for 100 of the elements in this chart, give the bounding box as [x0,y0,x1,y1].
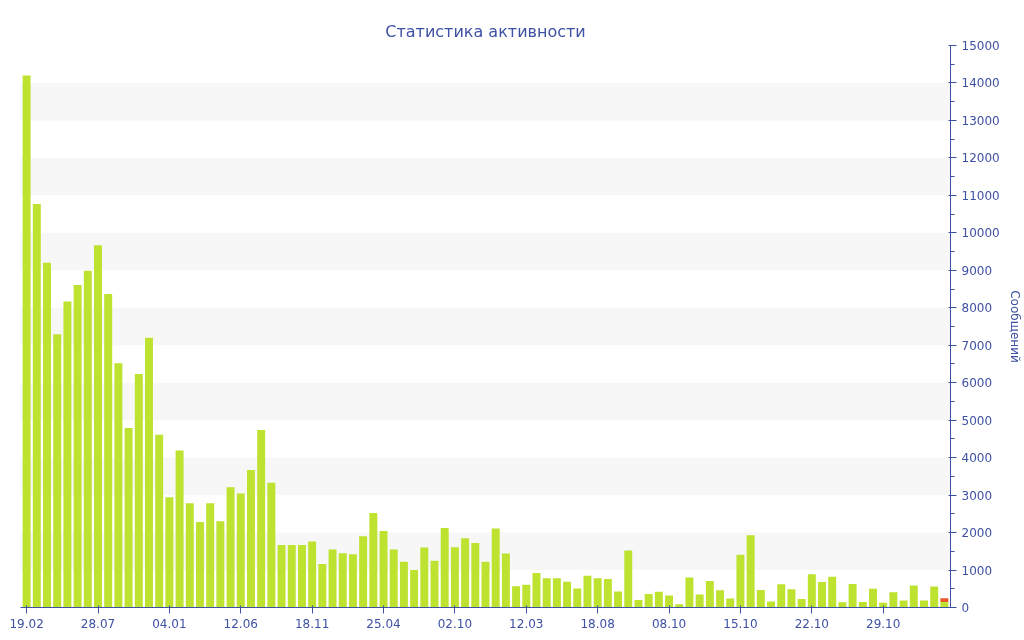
bar [552,578,561,608]
bar [165,497,174,608]
bar [114,363,123,608]
bar [634,600,643,608]
bar [501,553,510,608]
bar [389,549,398,608]
bar [226,487,235,608]
bar [797,598,806,608]
bar [777,584,786,608]
bar [624,550,633,608]
bar [277,544,286,608]
bar [736,554,745,608]
bar [889,592,898,608]
bar [512,586,521,608]
y2-tick-label: 8000 [961,301,993,316]
bar [175,450,184,608]
x-tick-label: 18.08 [580,616,615,631]
x-tick-label: 12.03 [509,616,544,631]
bar [603,579,612,608]
y2-tick-label: 7000 [961,338,993,353]
bar [542,578,551,608]
bar [522,584,531,608]
y2-tick-label: 10000 [961,226,1000,241]
bar [665,595,674,608]
bar [563,581,572,608]
x-tick-label: 29.10 [866,616,901,631]
bar [399,561,408,608]
x-tick-label: 25.04 [366,616,401,631]
x-tick-label: 04.01 [152,616,187,631]
bar [654,591,663,608]
bar [491,528,500,608]
bar [756,589,765,608]
y2-tick-label: 14000 [961,76,1000,91]
bar [216,521,225,608]
bar [583,575,592,608]
bar [573,588,582,608]
y2-tick-label: 5000 [961,413,993,428]
bar [848,583,857,608]
x-tick-label: 28.07 [80,616,116,631]
chart-title: Статистика активности [385,21,586,41]
bar [155,434,164,608]
bar [257,429,266,608]
bar [43,262,51,608]
bar [206,503,215,608]
bar [716,590,725,608]
bar [450,547,459,608]
bar [348,554,357,608]
y2-axis-title: Сообщений [1007,290,1022,363]
bar [379,531,388,608]
bar [287,544,296,608]
y2-tick-label: 3000 [961,488,993,503]
bar [134,374,143,608]
bar [410,570,419,608]
bar [787,589,796,608]
bar [63,301,72,608]
y2-tick-label: 13000 [961,113,1000,128]
bar [920,600,928,608]
bar [940,598,949,602]
bar [420,547,429,608]
y2-tick-label: 4000 [961,451,993,466]
bar [705,580,714,608]
bar [685,577,694,608]
y2-tick-label: 0 [961,601,970,615]
bar [185,503,194,608]
x-tick-label: 22.10 [794,616,829,631]
bar [359,536,368,608]
bar [83,270,92,608]
bar [614,591,623,608]
bar [236,493,245,608]
bar [930,586,939,608]
bar [73,284,82,608]
y2-tick-label: 6000 [961,376,993,391]
y2-tick-label: 15000 [961,39,1000,53]
bar [909,585,918,608]
bar [124,428,133,608]
x-tick-label: 08.10 [651,616,687,631]
bar [297,544,306,608]
bar [807,574,816,608]
bar [94,245,102,608]
bar [369,513,378,608]
x-tick-label: 19.02 [9,616,44,631]
bar [22,75,31,608]
bar [196,522,204,608]
bar [318,564,327,608]
x-tick-label: 12.06 [223,616,258,631]
bar [338,553,347,608]
bar [267,482,276,608]
y2-tick-label: 12000 [961,151,1000,166]
bar [471,543,480,608]
bar [246,470,255,608]
y2-tick-label: 11000 [961,188,1000,203]
bar [644,594,653,608]
bar [838,602,847,608]
y2-tick-label: 2000 [961,526,993,541]
bar [899,600,908,608]
bar [328,549,337,608]
bar [869,588,877,608]
bar [695,594,704,608]
bar [461,538,470,608]
bar [32,203,41,608]
